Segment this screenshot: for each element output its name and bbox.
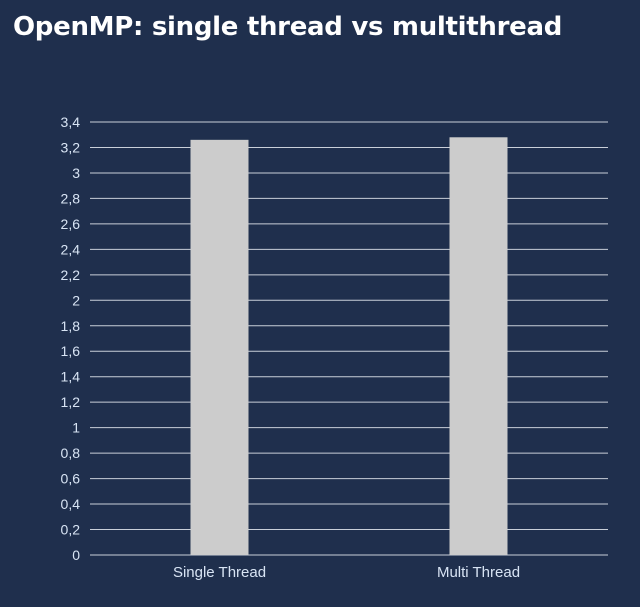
- x-category-label: Single Thread: [173, 564, 266, 581]
- y-tick-label: 3: [72, 165, 80, 181]
- x-axis-category-labels: Single Thread Multi Thread: [173, 564, 520, 581]
- chart-title: OpenMP: single thread vs multithread: [13, 12, 563, 42]
- y-tick-label: 0,8: [61, 445, 81, 461]
- y-tick-label: 0,6: [61, 471, 81, 487]
- y-tick-label: 3,2: [61, 139, 81, 155]
- y-tick-label: 1,6: [61, 343, 81, 359]
- y-tick-label: 1: [72, 420, 80, 436]
- y-tick-label: 2,4: [61, 241, 81, 257]
- x-category-label: Multi Thread: [437, 564, 520, 581]
- bar-multi-thread: [449, 137, 508, 555]
- bar-single-thread: [190, 139, 249, 555]
- y-tick-label: 2,8: [61, 190, 81, 206]
- y-tick-label: 0: [72, 547, 80, 563]
- y-tick-label: 1,2: [61, 394, 81, 410]
- y-tick-label: 3,4: [61, 114, 81, 130]
- y-tick-label: 0,4: [61, 496, 81, 512]
- y-tick-label: 1,4: [61, 369, 81, 385]
- y-tick-label: 2,6: [61, 216, 81, 232]
- y-tick-label: 2,2: [61, 267, 81, 283]
- bars: [190, 137, 508, 555]
- y-tick-label: 1,8: [61, 318, 81, 334]
- y-tick-label: 0,2: [61, 522, 81, 538]
- gridlines: [90, 121, 608, 556]
- y-axis-tick-labels: 0 0,2 0,4 0,6 0,8 1 1,2 1,4 1,6 1,8 2 2,2 2,4 2,6 2,8 3…: [61, 114, 81, 563]
- y-tick-label: 2: [72, 292, 80, 308]
